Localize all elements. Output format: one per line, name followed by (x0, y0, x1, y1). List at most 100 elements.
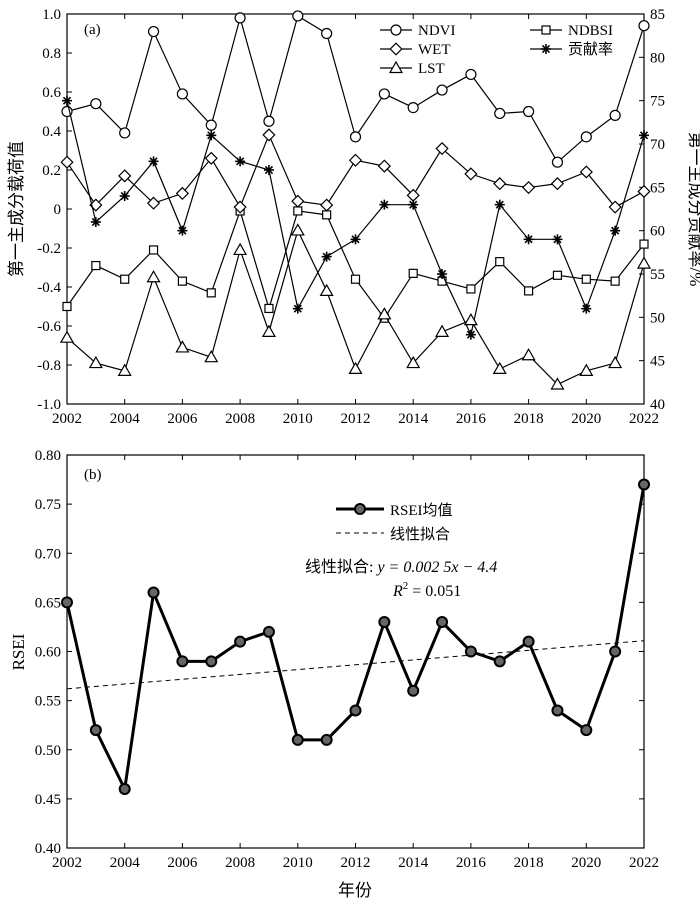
y2-tick-label: 80 (650, 50, 665, 66)
ndbsi-point (322, 210, 332, 220)
lst-point (579, 363, 594, 376)
wet-point (146, 196, 161, 210)
contribution-rate-point (292, 303, 303, 314)
r-squared-label: R (392, 583, 403, 600)
ndvi-point (638, 20, 650, 32)
y2-tick-label: 40 (650, 397, 665, 413)
wet-point (204, 151, 218, 165)
rsei-mean-point (609, 645, 622, 658)
contribution-rate-point (119, 191, 130, 201)
ndvi-point (522, 105, 535, 118)
ndbsi-point (610, 276, 620, 286)
y-tick-label: -0.6 (37, 319, 61, 335)
panel-a-label: (a) (84, 22, 101, 38)
y2-tick-label: 75 (650, 94, 665, 110)
fit-equation-prefix: 线性拟合: (305, 558, 377, 576)
ndbsi-point (639, 239, 649, 249)
y2-tick-label: 45 (650, 354, 665, 370)
rsei-mean-line (65, 484, 646, 795)
ndbsi-point (350, 274, 361, 284)
contribution-rate-point (437, 269, 448, 279)
y-tick-label: -0.2 (37, 241, 61, 257)
ndbsi-point (148, 245, 159, 255)
ndvi-point (90, 98, 102, 110)
wet-point (320, 198, 334, 212)
y-tick-label: -0.8 (37, 358, 61, 374)
contribution-rate-point-stroke (293, 304, 302, 313)
ndbsi-point (62, 301, 72, 312)
panel-b-ticks: 2002 2004 2006 2008 2010 2012 2014 2016 2018 2020… (35, 448, 659, 871)
ndbsi-point (120, 274, 130, 284)
y-tick-label: 0.8 (42, 46, 61, 62)
rsei-mean-point (580, 724, 593, 737)
contribution-rate-point-stroke (62, 96, 72, 105)
panel-b-label: (b) (84, 467, 102, 483)
y-tick-label: 0.50 (35, 743, 61, 759)
panel-b-y-axis-title: RSEI (9, 633, 28, 670)
ndvi-point (263, 115, 275, 127)
x-tick-label: 2016 (456, 411, 487, 427)
lst-point (175, 340, 190, 353)
y-tick-label: 0.60 (35, 645, 61, 661)
ndvi-point (292, 10, 304, 22)
legend-wet-label: WET (418, 42, 450, 58)
rsei-mean-point (378, 616, 391, 629)
legend-wet-marker (389, 42, 403, 56)
panel-b-frame (66, 454, 645, 849)
legend-contribution-rate-marker-stroke (541, 44, 551, 54)
lst-point (261, 324, 276, 337)
y-tick-label: 0.55 (35, 694, 61, 710)
contribution-rate-point (90, 217, 101, 227)
contribution-rate-point-stroke (437, 269, 447, 279)
lst-point (117, 363, 132, 376)
rsei-mean-point (176, 655, 189, 668)
x-tick-label: 2008 (225, 855, 255, 871)
y-tick-label: 0.4 (42, 124, 61, 140)
legend-ndbsi-marker (541, 25, 551, 35)
contribution-rate-point-stroke (149, 157, 158, 166)
contribution-rate-point (552, 234, 563, 245)
wet-point (579, 165, 593, 179)
contribution-rate-point (465, 329, 476, 340)
rsei-mean-point (291, 733, 304, 746)
wet-point (262, 128, 276, 142)
rsei-mean-point (118, 783, 131, 796)
wet-point (522, 180, 536, 195)
lst-point (435, 324, 450, 337)
rsei-mean-point (89, 724, 102, 737)
lst-point (59, 330, 75, 343)
lst-point (290, 223, 305, 236)
rsei-mean-point (205, 655, 218, 668)
panel-a-y2-axis-title: 第一主成分贡献率/% (686, 132, 700, 287)
x-tick-label: 2002 (52, 855, 82, 871)
x-tick-label: 2010 (283, 411, 313, 427)
y-tick-label: 0.80 (35, 448, 61, 464)
r-squared-superscript: 2 (403, 580, 409, 592)
ndbsi-point (581, 274, 591, 284)
x-tick-label: 2020 (571, 411, 601, 427)
ndvi-point (234, 12, 246, 24)
rsei-mean-point (522, 635, 535, 648)
legend-ndvi-marker (390, 24, 402, 36)
ndvi-point (580, 131, 592, 143)
wet-point (175, 186, 189, 200)
contribution-rate-point (235, 156, 246, 167)
r-squared-value: = 0.051 (408, 583, 461, 600)
y-tick-label: 0.65 (35, 595, 61, 611)
wet-point (348, 153, 363, 167)
lst-point (492, 361, 507, 374)
rsei-mean-point (551, 704, 564, 717)
wet-point (118, 169, 132, 183)
lst-point (233, 242, 248, 256)
contribution-rate-point (263, 165, 274, 175)
rsei-mean-point (234, 635, 247, 648)
ndbsi-point (264, 303, 274, 314)
contribution-rate-point (408, 199, 419, 210)
y2-tick-label: 55 (650, 267, 665, 283)
panel-b-series (61, 478, 650, 796)
ndbsi-point (293, 206, 303, 216)
rsei-mean-point (493, 655, 506, 668)
legend-ndvi-label: NDVI (418, 23, 456, 39)
linear-fit-line (66, 640, 645, 690)
y-tick-label: 0.6 (42, 85, 61, 101)
